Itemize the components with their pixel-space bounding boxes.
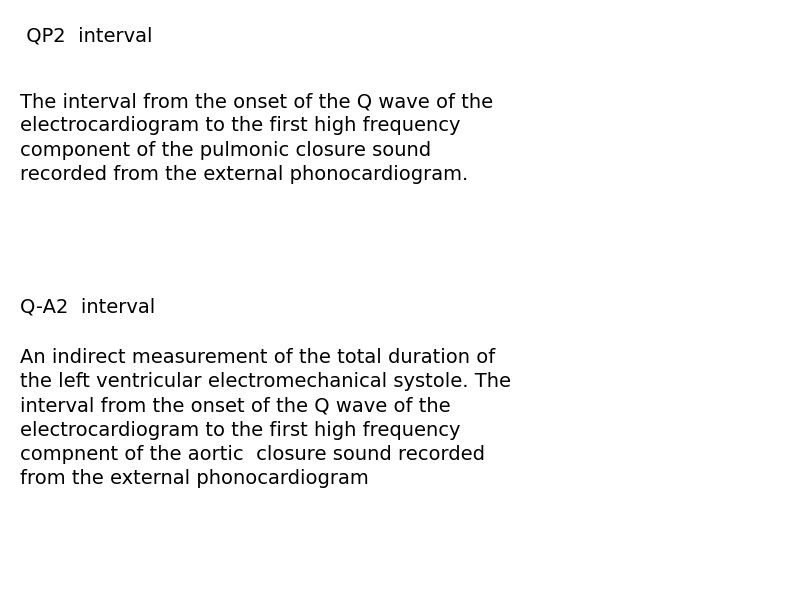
Text: Q-A2  interval: Q-A2 interval	[20, 298, 155, 317]
Text: An indirect measurement of the total duration of
the left ventricular electromec: An indirect measurement of the total dur…	[20, 348, 511, 488]
Text: QP2  interval: QP2 interval	[20, 27, 152, 46]
Text: The interval from the onset of the Q wave of the
electrocardiogram to the first : The interval from the onset of the Q wav…	[20, 92, 493, 184]
